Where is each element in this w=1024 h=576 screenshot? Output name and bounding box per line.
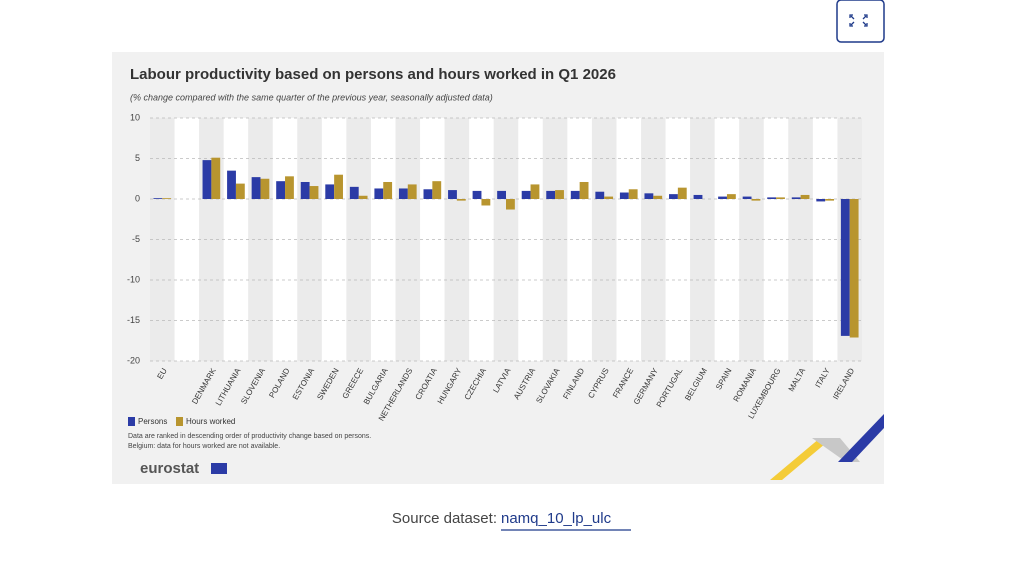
legend-swatch	[176, 417, 183, 426]
bar	[383, 181, 393, 199]
source-label: Source dataset:	[392, 510, 497, 527]
bar	[546, 190, 556, 199]
legend-swatch	[128, 417, 135, 426]
chart-subtitle: (% change compared with the same quarter…	[130, 92, 493, 102]
bar	[300, 181, 310, 199]
bar	[349, 186, 359, 199]
bar	[619, 192, 629, 199]
brand: eurostat	[140, 460, 199, 477]
bar	[423, 189, 433, 199]
y-tick-label: 5	[135, 153, 140, 163]
bar	[669, 194, 678, 199]
bar	[595, 191, 605, 199]
bar	[153, 198, 163, 199]
bar	[776, 197, 785, 199]
y-tick-label: -5	[132, 234, 140, 244]
bar	[334, 174, 343, 199]
y-tick-label: 0	[135, 193, 140, 203]
bar	[202, 160, 212, 199]
bar	[211, 157, 221, 199]
bar	[628, 189, 638, 199]
note: Data are ranked in descending order of p…	[128, 433, 371, 440]
bar	[840, 199, 850, 336]
legend-label: Hours worked	[186, 417, 235, 426]
bar	[742, 196, 752, 199]
y-tick-label: -15	[127, 315, 140, 325]
bar	[227, 170, 236, 199]
y-tick-label: -20	[127, 355, 140, 365]
bar	[653, 195, 663, 199]
bar	[718, 196, 727, 199]
bar	[260, 178, 270, 199]
y-tick-label: 10	[130, 112, 140, 122]
bar	[726, 194, 736, 199]
bar	[521, 190, 531, 199]
bar	[849, 199, 859, 338]
bar	[276, 181, 286, 199]
bar	[530, 184, 540, 199]
bar	[497, 190, 506, 199]
eu-flag	[211, 463, 227, 474]
bar	[162, 198, 172, 199]
bar	[767, 197, 777, 199]
bar	[579, 181, 589, 199]
bar	[407, 184, 417, 199]
bar	[555, 190, 564, 199]
bar	[285, 176, 294, 199]
logo-stripe	[838, 414, 884, 462]
expand-icon	[849, 14, 868, 27]
chart-title: Labour productivity based on persons and…	[130, 66, 616, 83]
bar	[235, 183, 245, 199]
bar	[816, 199, 826, 202]
bar	[358, 195, 368, 199]
bar	[693, 194, 703, 199]
bar	[800, 194, 810, 199]
logo-stripe	[770, 438, 832, 480]
bar	[751, 199, 761, 201]
bar	[644, 193, 654, 199]
legend-label: Persons	[138, 417, 167, 426]
bar	[677, 187, 687, 199]
bar	[309, 186, 319, 199]
bar	[251, 177, 261, 199]
bar	[325, 184, 335, 199]
bar	[432, 181, 442, 199]
bar	[374, 188, 384, 199]
bar	[481, 199, 491, 206]
bar	[604, 196, 614, 199]
bar	[472, 190, 482, 199]
bar	[398, 188, 408, 199]
bar	[506, 199, 515, 210]
bar	[570, 190, 580, 199]
bar	[448, 190, 457, 199]
bar	[791, 197, 801, 199]
source-link[interactable]: namq_10_lp_ulc	[501, 510, 612, 527]
bar	[456, 199, 466, 201]
y-tick-label: -10	[127, 274, 140, 284]
bar	[825, 199, 835, 201]
note: Belgium: data for hours worked are not a…	[128, 443, 280, 450]
expand-button[interactable]	[836, 0, 885, 43]
